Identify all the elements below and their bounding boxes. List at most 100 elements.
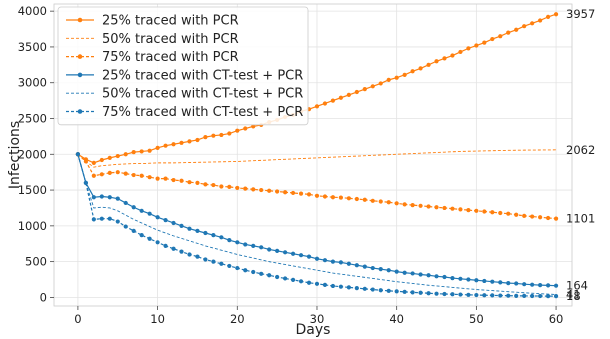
series-line	[77, 149, 557, 168]
data-point	[211, 133, 216, 138]
data-point	[83, 159, 88, 164]
x-axis-label: Days	[296, 322, 331, 338]
data-point	[163, 218, 168, 223]
data-point	[354, 89, 359, 95]
data-point	[442, 56, 447, 61]
data-point	[553, 294, 559, 299]
data-point	[179, 140, 184, 145]
data-point	[275, 248, 280, 253]
legend-entry-75-traced-with-ct-test-pcr: 75% traced with CT-test + PCR	[66, 105, 303, 120]
legend-entry-50-traced-with-pcr: 50% traced with PCR	[66, 32, 239, 47]
data-point	[290, 190, 296, 196]
data-point	[386, 288, 391, 293]
data-point	[442, 205, 447, 211]
data-point	[171, 177, 176, 183]
data-point	[227, 184, 232, 189]
data-point	[402, 270, 407, 275]
data-point	[530, 214, 535, 219]
data-point	[490, 293, 495, 298]
data-point	[330, 98, 336, 103]
data-point	[394, 75, 399, 80]
legend-label: 75% traced with CT-test + PCR	[102, 105, 303, 120]
data-point	[545, 294, 551, 299]
data-point	[243, 268, 248, 273]
data-point	[147, 175, 152, 180]
data-point	[139, 149, 144, 154]
legend-entry-50-traced-with-ct-test-pcr: 50% traced with CT-test + PCR	[66, 87, 303, 102]
data-point	[434, 291, 439, 296]
data-point	[545, 283, 551, 288]
data-point	[553, 216, 559, 221]
data-point	[322, 101, 328, 106]
data-point	[107, 195, 112, 200]
data-point	[458, 276, 463, 281]
data-point	[195, 254, 200, 259]
data-point	[195, 180, 200, 186]
data-point	[179, 178, 184, 183]
data-point	[243, 186, 248, 191]
data-point	[131, 150, 136, 155]
data-point	[553, 12, 559, 17]
data-point	[123, 152, 128, 157]
legend-box	[57, 6, 309, 126]
data-point	[163, 143, 168, 148]
series-75-traced-with-pcr	[75, 152, 559, 221]
y-tick-label: 500	[25, 255, 47, 269]
series-50-traced-with-pcr	[77, 149, 557, 168]
data-point	[553, 283, 559, 288]
data-point	[275, 189, 280, 194]
data-point	[187, 252, 192, 257]
data-point	[203, 257, 208, 262]
data-point	[522, 24, 527, 29]
data-point	[243, 242, 248, 247]
data-point	[171, 246, 176, 251]
data-point	[330, 283, 336, 289]
data-point	[203, 230, 208, 236]
data-point	[346, 92, 351, 97]
data-point	[506, 293, 511, 298]
data-point	[330, 259, 336, 264]
data-point	[251, 124, 256, 129]
data-point	[179, 223, 184, 228]
data-point	[490, 210, 495, 215]
end-value-label: 2062	[566, 143, 595, 157]
data-point	[171, 142, 176, 147]
end-value-label: 1101	[566, 212, 595, 226]
data-point	[506, 211, 511, 216]
data-point	[107, 155, 112, 160]
data-point	[498, 293, 503, 298]
data-point	[426, 291, 431, 296]
data-point	[259, 271, 264, 276]
data-point	[338, 284, 343, 289]
data-point	[530, 282, 535, 287]
data-point	[147, 211, 152, 216]
data-point	[179, 249, 184, 254]
data-point	[386, 268, 391, 273]
data-point	[211, 233, 216, 238]
data-point	[346, 285, 351, 290]
data-point	[298, 279, 304, 284]
data-point	[426, 62, 431, 67]
end-value-label: 3957	[566, 7, 595, 21]
data-point	[450, 292, 455, 297]
data-point	[139, 208, 144, 213]
data-point	[514, 281, 519, 286]
y-tick-label: 0	[40, 290, 47, 304]
data-point	[306, 254, 312, 259]
data-point	[219, 235, 224, 240]
data-point	[107, 170, 112, 175]
data-point	[267, 188, 272, 193]
data-point	[171, 220, 176, 226]
data-point	[538, 18, 543, 23]
series-lines	[75, 12, 559, 299]
data-point	[195, 137, 200, 143]
data-point	[99, 216, 104, 221]
data-point	[203, 182, 208, 187]
data-point	[426, 204, 431, 209]
axis-ticks: 0 10 20 30 40 50 60 0 500 1000 1500 2000 2500 3000 350…	[18, 4, 564, 326]
data-point	[490, 36, 495, 42]
data-point	[147, 148, 152, 153]
data-point	[123, 200, 128, 206]
data-point	[298, 191, 304, 196]
y-tick-label: 3500	[18, 40, 47, 54]
